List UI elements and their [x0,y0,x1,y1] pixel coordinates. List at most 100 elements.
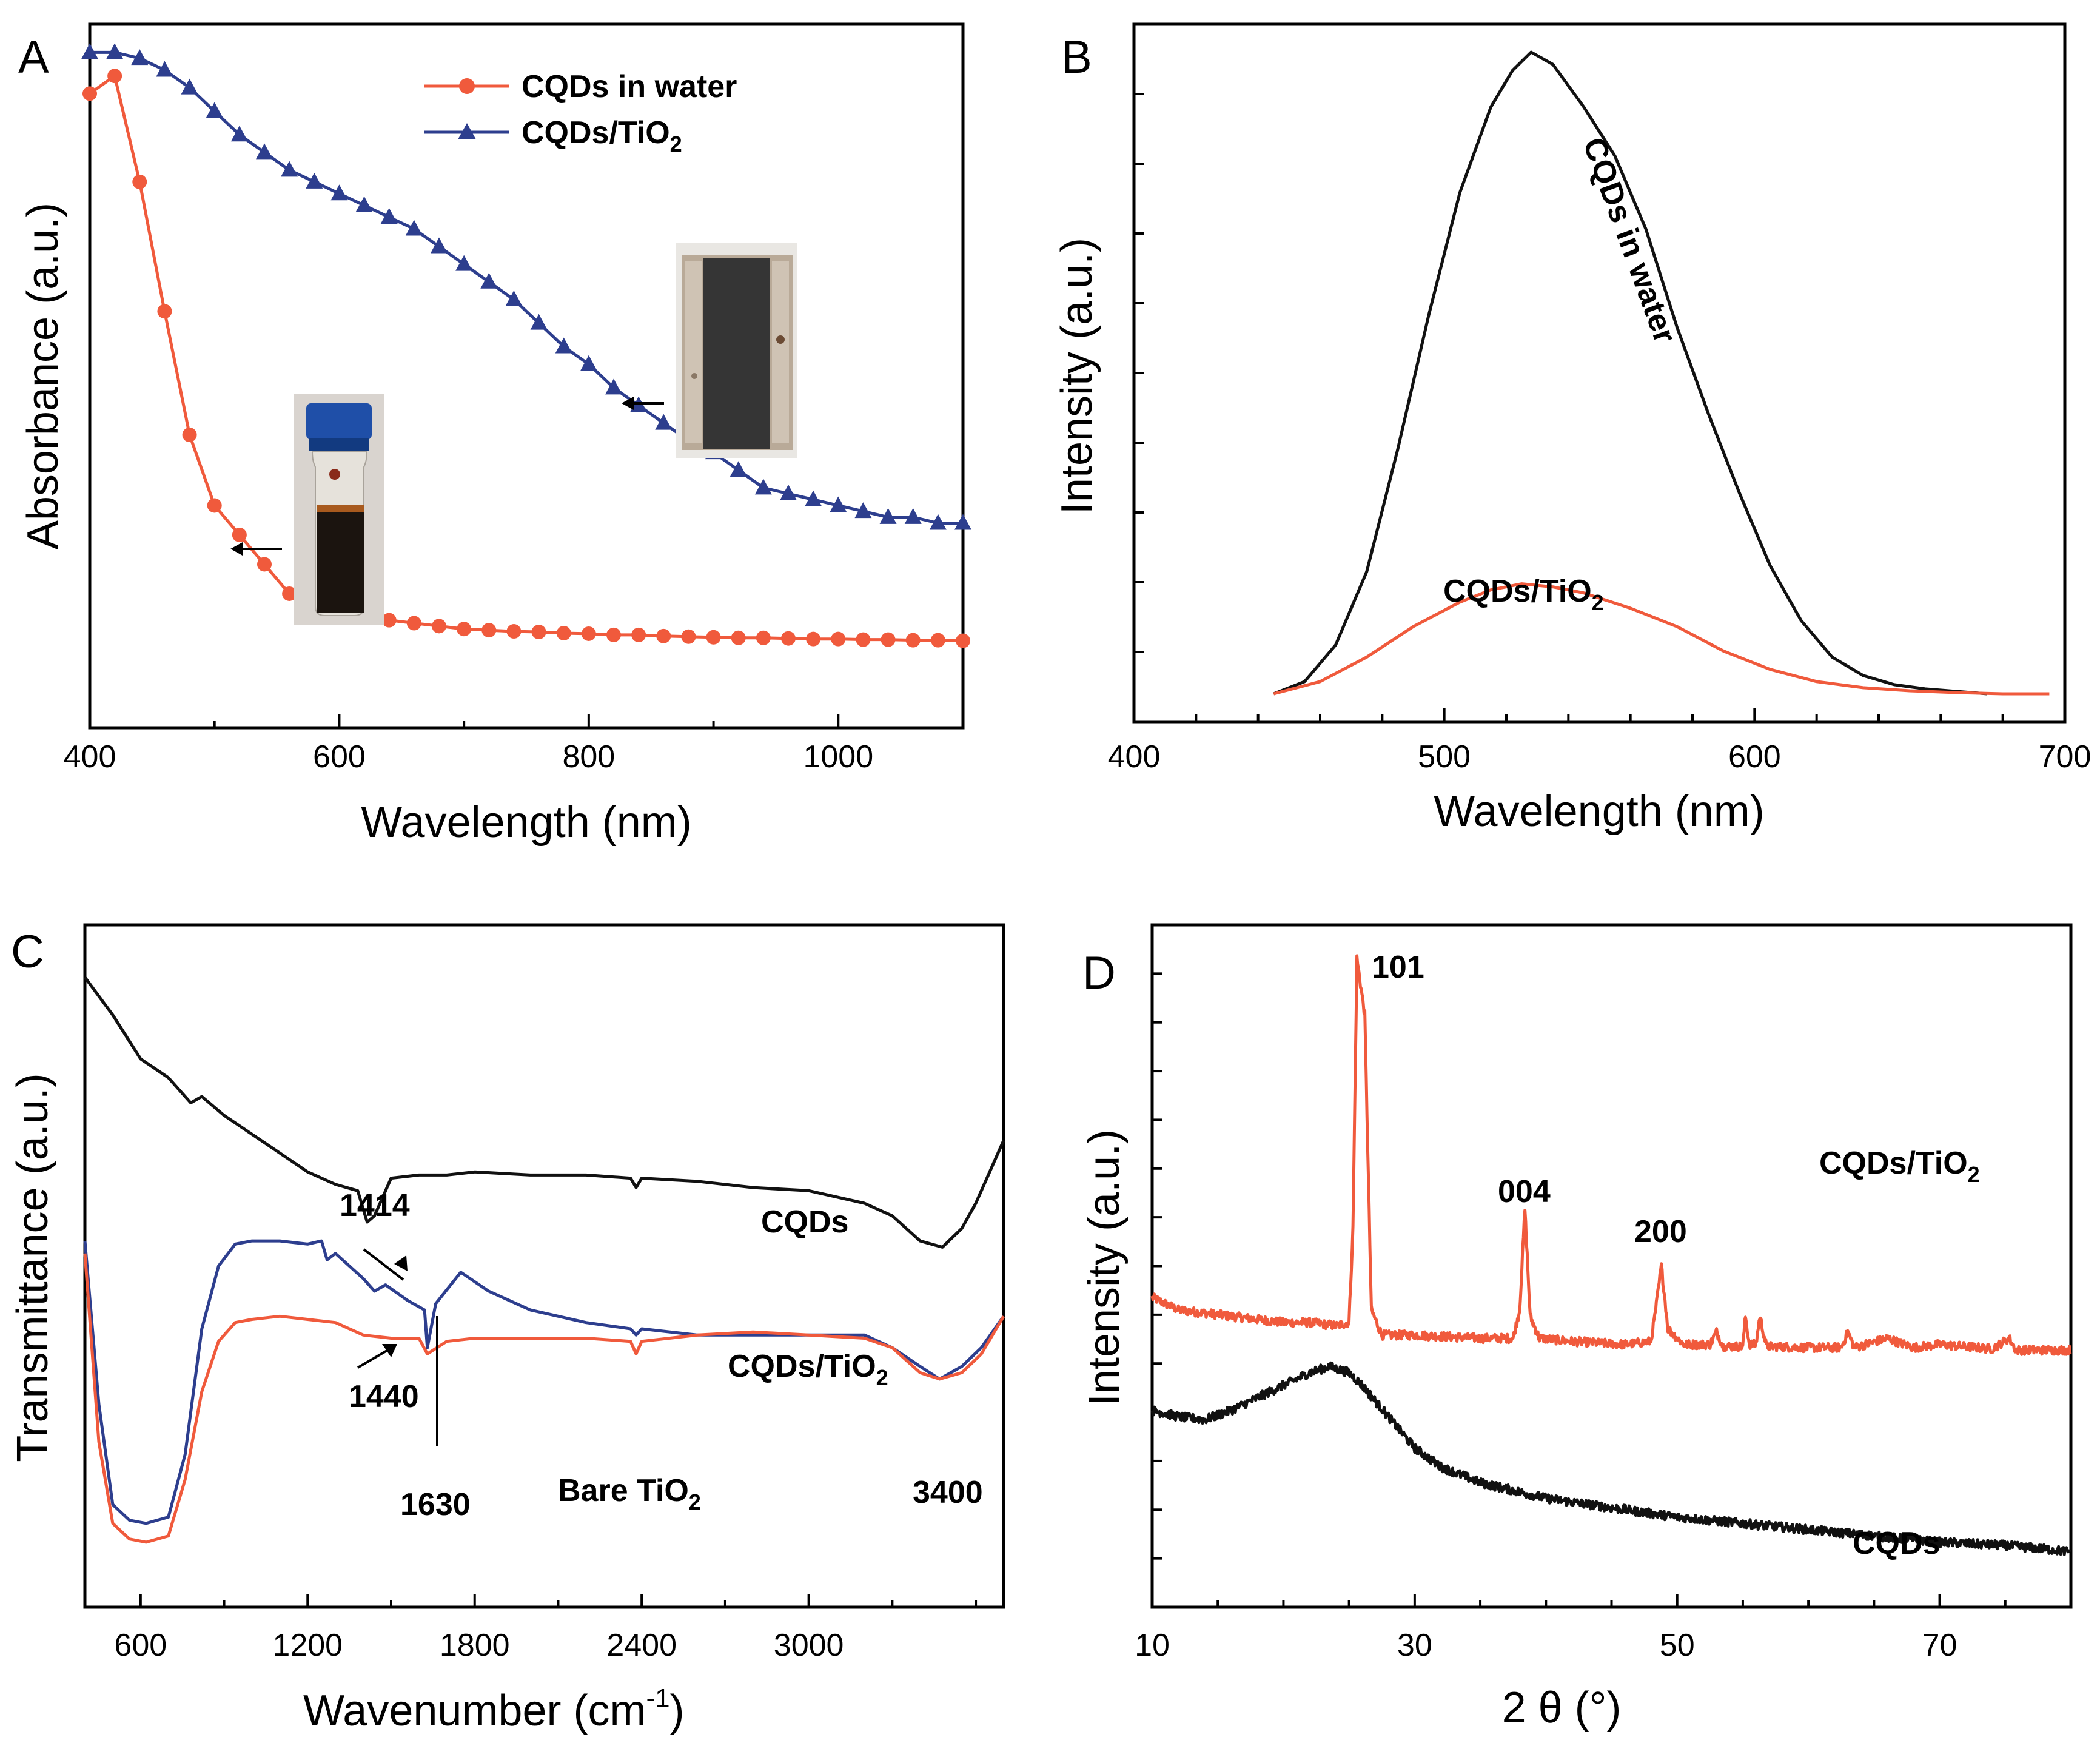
x-tick-label: 600 [114,1628,167,1663]
data-point-cqds-in-water [781,631,796,646]
series-line-cqds-in-water [1273,50,1988,696]
data-point-cqds-tio2 [306,172,323,189]
panel-b-plot [1273,50,2050,696]
legend-label-cqds-water: CQDs in water [522,69,737,104]
annotation-3400: 3400 [913,1475,983,1510]
x-tick-label: 500 [1418,739,1471,774]
data-point-cqds-tio2 [281,161,298,177]
panel-d-yticks [1152,972,1162,1560]
annotation-1414: 1414 [340,1188,410,1223]
panel-a-ylabel: Absorbance (a.u.) [19,203,67,549]
data-point-cqds-in-water [681,629,696,644]
data-point-cqds-in-water [457,622,472,637]
data-point-cqds-tio2 [830,496,847,512]
panel-d-xlabel: 2 θ (°) [1502,1684,1622,1732]
data-point-cqds-in-water [207,498,222,513]
annotation-cqds-tio2-b: CQDs/TiO2 [1443,574,1604,615]
data-point-cqds-tio2 [530,314,548,330]
annotation-004: 004 [1498,1174,1551,1209]
data-point-cqds-tio2 [405,220,423,236]
data-point-cqds-tio2 [780,485,797,501]
series-line-cqds-in-water [89,74,964,643]
data-point-cqds-in-water [930,633,945,648]
data-point-cqds-in-water [107,69,122,84]
panel-b-ylabel: Intensity (a.u.) [1053,238,1101,514]
data-point-cqds-tio2 [230,126,248,142]
panel-a-legend: CQDs in water CQDs/TiO2 [424,69,737,156]
data-point-cqds-in-water [506,624,522,639]
data-point-cqds-in-water [581,626,596,641]
data-point-cqds-tio2 [81,43,98,59]
x-tick-label: 10 [1135,1628,1170,1663]
annotation-1440: 1440 [349,1379,419,1414]
data-point-cqds-tio2 [805,490,822,506]
data-point-cqds-in-water [282,586,297,601]
series-line-cqds-tio2 [83,1239,1005,1525]
data-point-cqds-tio2 [431,237,448,254]
data-point-cqds-tio2 [954,514,971,530]
annotation-200: 200 [1634,1214,1687,1249]
panel-c-plot [83,976,1005,1544]
data-point-cqds-tio2 [854,502,872,519]
data-point-cqds-in-water [406,616,421,631]
data-point-cqds-tio2 [555,337,572,354]
panel-c-frame [83,923,1005,1609]
data-point-cqds-in-water [731,630,746,645]
data-point-cqds-in-water [881,632,896,647]
annotation-cqds-tio2-c: CQDs/TiO2 [728,1349,888,1390]
annotation-101: 101 [1372,950,1424,985]
data-point-cqds-in-water [232,527,247,542]
panel-c-xlabel: Wavenumber (cm-1) [303,1684,685,1735]
series-line-bare-tio2 [83,1253,1005,1544]
x-tick-label: 800 [562,739,615,774]
legend-marker-cqds-water [459,78,475,94]
data-point-cqds-tio2 [730,461,747,477]
data-point-cqds-in-water [631,627,646,642]
x-tick-label: 1200 [272,1628,343,1663]
data-point-cqds-in-water [806,631,821,647]
panel-d-letter: D [1082,947,1116,999]
panel-a-frame [88,22,965,730]
panel-a-xticks: 400 600 800 1000 [64,714,964,774]
data-point-cqds-in-water [905,633,921,648]
x-tick-label: 400 [64,739,116,774]
x-tick-label: 1800 [440,1628,510,1663]
data-point-cqds-tio2 [131,49,149,66]
annotation-1630: 1630 [400,1487,471,1522]
x-tick-label: 50 [1660,1628,1695,1663]
panel-d-plot [1150,954,2072,1556]
data-point-cqds-in-water [432,619,446,634]
annotation-cqds-d: CQDs [1853,1526,1940,1561]
panel-a-letter: A [18,32,49,83]
data-point-cqds-tio2 [206,102,223,118]
series-line-cqds-tio2 [1150,954,2072,1356]
series-line-cqds [83,976,1005,1249]
data-point-cqds-tio2 [106,43,124,59]
annotation-cqds-in-water: CQDs in water [1576,133,1683,348]
data-point-cqds-tio2 [181,78,198,95]
x-tick-label: 2400 [606,1628,677,1663]
data-point-cqds-tio2 [380,208,398,224]
data-point-cqds-tio2 [156,61,173,77]
annotation-cqds-c: CQDs [761,1204,848,1240]
data-point-cqds-in-water [656,628,671,643]
data-point-cqds-in-water [856,632,871,647]
panel-a: A 400 600 800 1000 Wavelength (nm) Absorban… [18,22,971,847]
annotation-bare-tio2: Bare TiO2 [558,1473,701,1514]
data-point-cqds-tio2 [580,355,597,371]
data-point-cqds-tio2 [330,184,348,201]
data-point-cqds-in-water [82,86,97,101]
data-point-cqds-tio2 [256,143,273,160]
data-point-cqds-tio2 [929,514,947,530]
panel-c-xticks: 600 1200 1800 2400 3000 [114,1594,978,1663]
arrow-1414 [363,1248,404,1281]
data-point-cqds-in-water [182,428,197,443]
arrow-1414-head [394,1255,408,1271]
legend-marker-cqds-tio2 [458,123,476,139]
series-line-cqds-tio2 [1273,582,2050,696]
x-tick-label: 600 [313,739,366,774]
vial-photo-inset [294,394,384,625]
panel-b-letter: B [1061,32,1092,83]
data-point-cqds-in-water [831,631,846,647]
